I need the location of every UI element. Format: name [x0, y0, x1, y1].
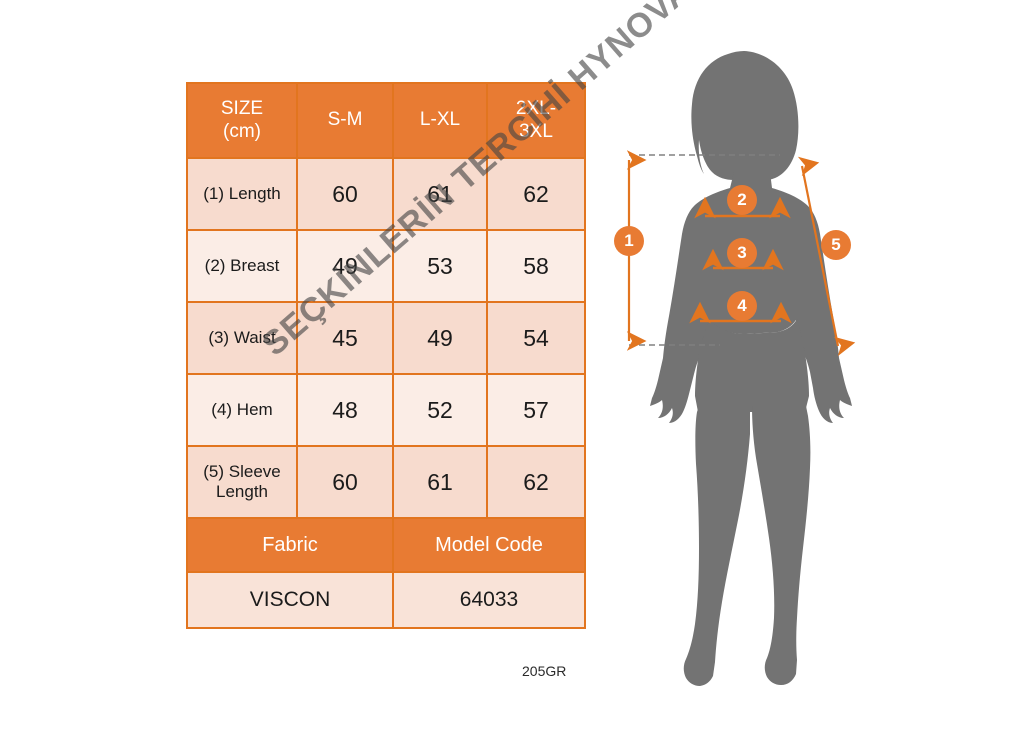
badge-2: 2 [727, 185, 757, 215]
cell-hem-sm: 48 [296, 373, 394, 447]
table-row: (3) Waist 45 49 54 [186, 301, 586, 375]
cell-waist-sm: 45 [296, 301, 394, 375]
cell-sleeve-sm: 60 [296, 445, 394, 519]
female-silhouette-svg [626, 51, 856, 686]
row-label-sleeve-line2: Length [216, 482, 268, 501]
weight-note: 205GR [522, 663, 567, 679]
footer-header-model-code: Model Code [392, 517, 586, 573]
row-label-hem: (4) Hem [186, 373, 298, 447]
badge-5: 5 [821, 230, 851, 260]
badge-4: 4 [727, 291, 757, 321]
header-l-xl: L-XL [392, 82, 488, 159]
cell-waist-2xl3xl: 54 [486, 301, 586, 375]
table-row: (4) Hem 48 52 57 [186, 373, 586, 447]
cell-breast-lxl: 53 [392, 229, 488, 303]
cell-sleeve-2xl3xl: 62 [486, 445, 586, 519]
badge-1: 1 [614, 226, 644, 256]
cell-waist-lxl: 49 [392, 301, 488, 375]
cell-length-2xl3xl: 62 [486, 157, 586, 231]
cell-hem-2xl3xl: 57 [486, 373, 586, 447]
cell-sleeve-lxl: 61 [392, 445, 488, 519]
header-s-m: S-M [296, 82, 394, 159]
silhouette-shape [650, 51, 852, 686]
table-footer-header-row: Fabric Model Code [186, 517, 586, 573]
cell-hem-lxl: 52 [392, 373, 488, 447]
header-size-line1: SIZE [220, 98, 264, 120]
table-row: (2) Breast 49 53 58 [186, 229, 586, 303]
row-label-length: (1) Length [186, 157, 298, 231]
header-size-line2: (cm) [223, 120, 261, 142]
model-figure: 1 2 3 4 5 [600, 20, 920, 690]
footer-value-fabric: VISCON [186, 571, 394, 629]
footer-value-model-code: 64033 [392, 571, 586, 629]
badge-3: 3 [727, 238, 757, 268]
table-row: (1) Length 60 61 62 [186, 157, 586, 231]
arrow-sleeve-5 [797, 156, 856, 357]
cell-breast-sm: 49 [296, 229, 394, 303]
table-footer-value-row: VISCON 64033 [186, 571, 586, 629]
row-label-sleeve-line1: (5) Sleeve [203, 461, 281, 481]
size-chart-table: SIZE (cm) S-M L-XL 2XL- 3XL (1) Length 60… [186, 82, 586, 629]
row-label-waist: (3) Waist [186, 301, 298, 375]
cell-length-lxl: 61 [392, 157, 488, 231]
footer-header-fabric: Fabric [186, 517, 394, 573]
table-header-row: SIZE (cm) S-M L-XL 2XL- 3XL [186, 82, 586, 159]
row-label-sleeve-length: (5) Sleeve Length [186, 445, 298, 519]
header-2xl-3xl: 2XL- 3XL [486, 82, 586, 159]
header-size-cm: SIZE (cm) [186, 82, 298, 159]
table-row: (5) Sleeve Length 60 61 62 [186, 445, 586, 519]
cell-length-sm: 60 [296, 157, 394, 231]
cell-breast-2xl3xl: 58 [486, 229, 586, 303]
row-label-breast: (2) Breast [186, 229, 298, 303]
